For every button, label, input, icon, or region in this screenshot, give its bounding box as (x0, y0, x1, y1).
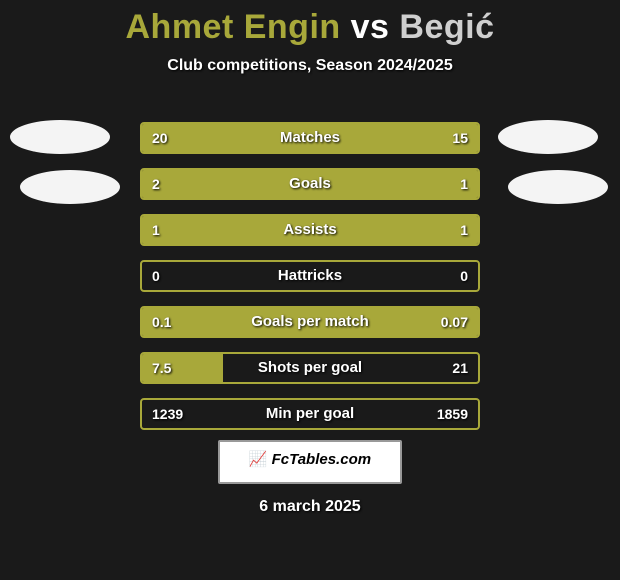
page-title: Ahmet Engin vs Begić (0, 0, 620, 47)
team-logo-placeholder (498, 120, 598, 154)
stat-label: Goals (142, 170, 478, 198)
chart-icon: 📈 (249, 451, 268, 468)
date-label: 6 march 2025 (0, 498, 620, 516)
stat-label: Goals per match (142, 308, 478, 336)
watermark-text: FcTables.com (272, 451, 371, 468)
stat-row: 12391859Min per goal (140, 398, 480, 430)
stat-row: 0.10.07Goals per match (140, 306, 480, 338)
player2-name: Begić (399, 8, 494, 46)
stat-label: Hattricks (142, 262, 478, 290)
comparison-card: Ahmet Engin vs Begić Club competitions, … (0, 0, 620, 580)
stat-row: 11Assists (140, 214, 480, 246)
stat-label: Assists (142, 216, 478, 244)
team-logo-placeholder (508, 170, 608, 204)
team-logo-placeholder (10, 120, 110, 154)
player1-name: Ahmet Engin (126, 8, 341, 46)
stat-bars: 2015Matches 21Goals 11Assists 00Hattricks 0.… (140, 122, 480, 444)
stat-row: 7.521Shots per goal (140, 352, 480, 384)
stat-row: 21Goals (140, 168, 480, 200)
stat-label: Matches (142, 124, 478, 152)
subtitle: Club competitions, Season 2024/2025 (0, 57, 620, 75)
vs-text: vs (351, 8, 390, 46)
stat-row: 00Hattricks (140, 260, 480, 292)
stat-label: Shots per goal (142, 354, 478, 382)
stat-row: 2015Matches (140, 122, 480, 154)
stat-label: Min per goal (142, 400, 478, 428)
team-logo-placeholder (20, 170, 120, 204)
watermark: 📈FcTables.com (218, 440, 402, 484)
